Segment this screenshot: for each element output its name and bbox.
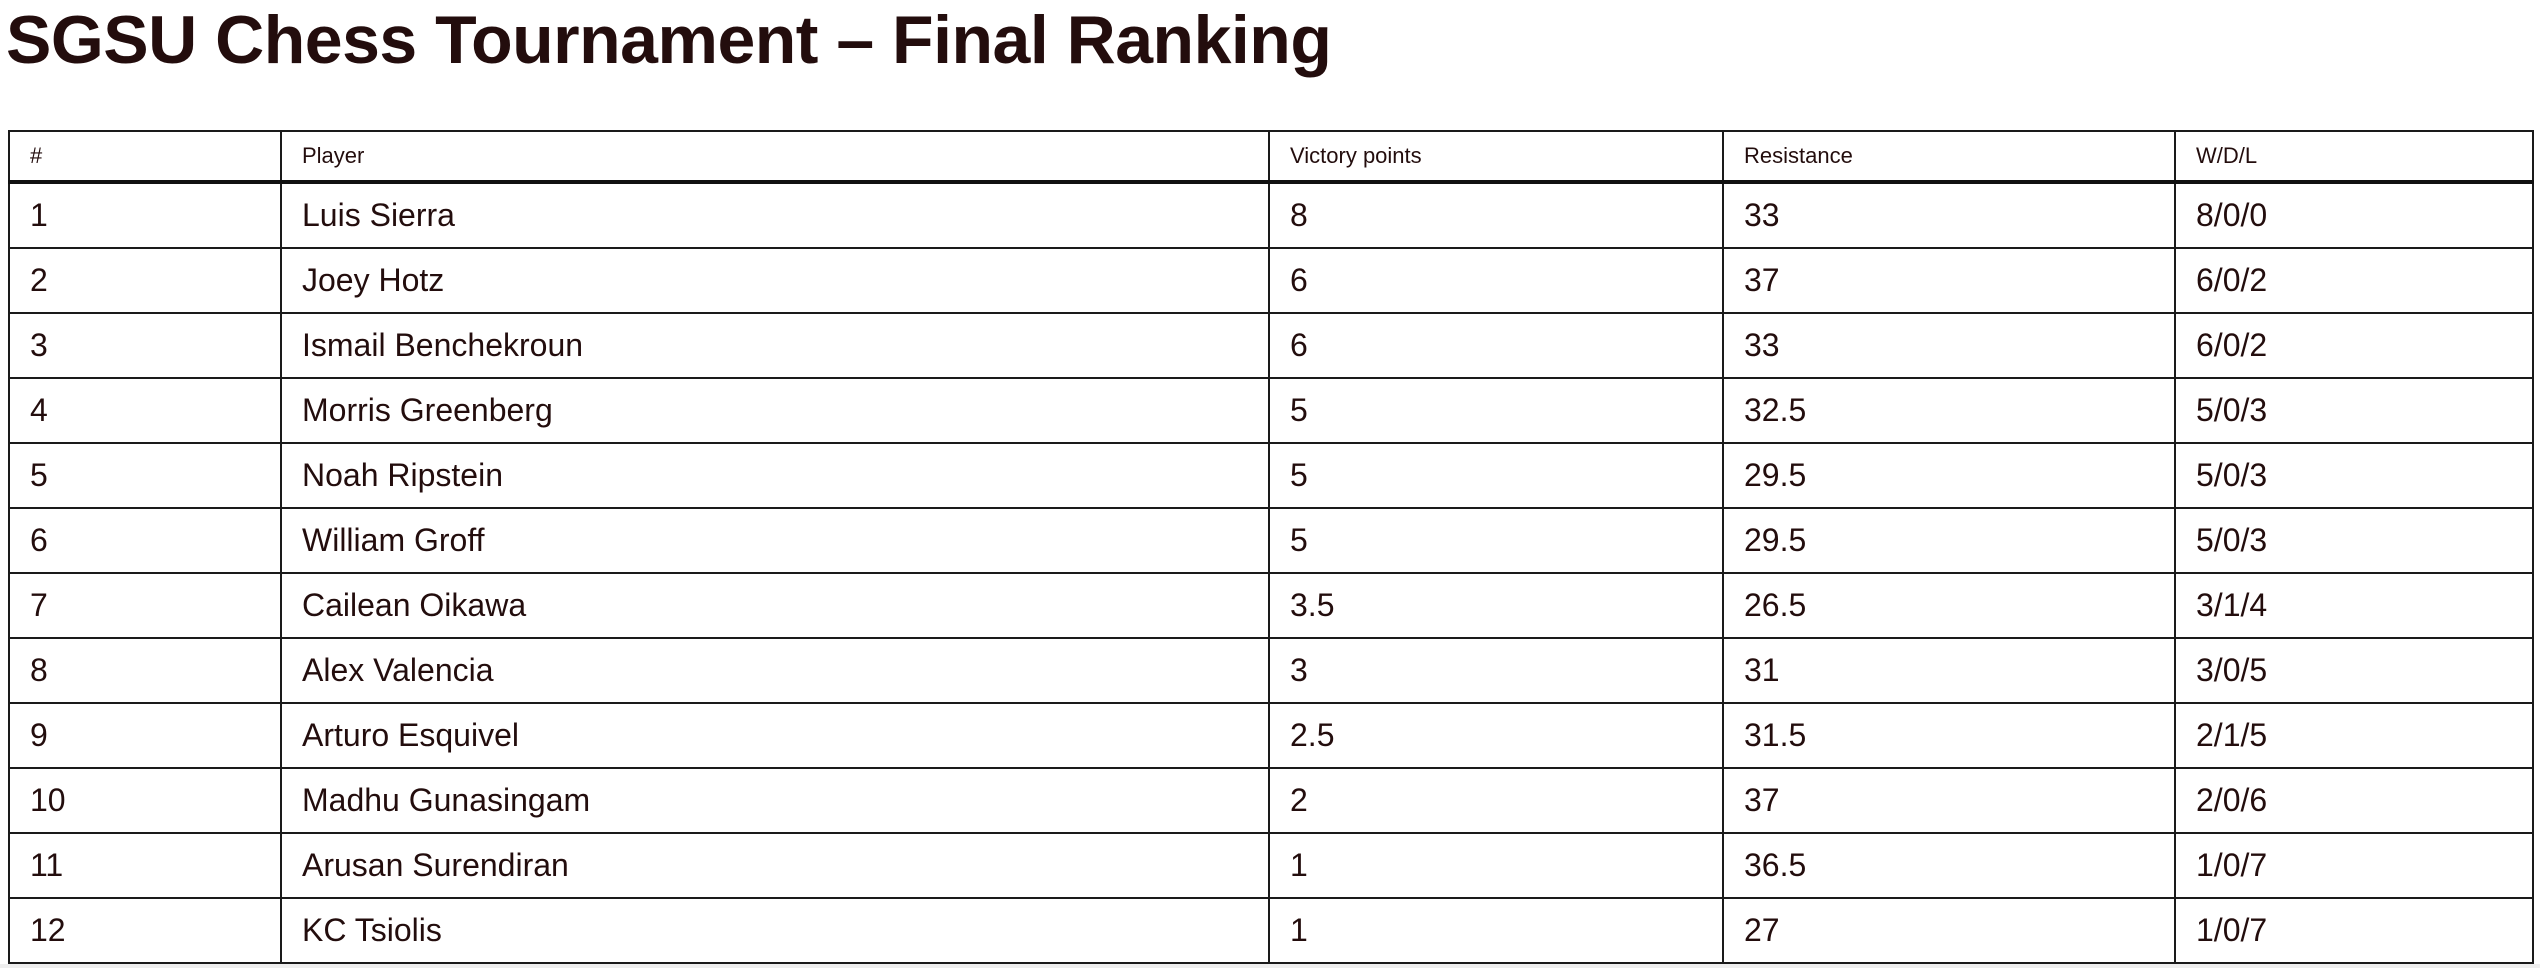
cell-player: Alex Valencia (280, 637, 1270, 704)
cell-rank: 9 (8, 702, 282, 769)
cell-player: KC Tsiolis (280, 897, 1270, 964)
cell-wdl: 3/1/4 (2174, 572, 2534, 639)
cell-rank: 4 (8, 377, 282, 444)
table-row: 11 Arusan Surendiran 1 36.5 1/0/7 (8, 832, 2534, 899)
cell-victory-points: 2.5 (1268, 702, 1724, 769)
table-row: 2 Joey Hotz 6 37 6/0/2 (8, 247, 2534, 314)
cell-wdl: 3/0/5 (2174, 637, 2534, 704)
cell-player: Arturo Esquivel (280, 702, 1270, 769)
cell-victory-points: 6 (1268, 312, 1724, 379)
cell-rank: 8 (8, 637, 282, 704)
cell-rank: 6 (8, 507, 282, 574)
cell-player: Joey Hotz (280, 247, 1270, 314)
cell-victory-points: 2 (1268, 767, 1724, 834)
cell-resistance: 29.5 (1722, 442, 2176, 509)
cell-resistance: 37 (1722, 247, 2176, 314)
cell-resistance: 29.5 (1722, 507, 2176, 574)
table-row: 12 KC Tsiolis 1 27 1/0/7 (8, 897, 2534, 964)
cell-wdl: 8/0/0 (2174, 181, 2534, 249)
column-header-wdl: W/D/L (2174, 130, 2534, 184)
table-row: 3 Ismail Benchekroun 6 33 6/0/2 (8, 312, 2534, 379)
table-row: 5 Noah Ripstein 5 29.5 5/0/3 (8, 442, 2534, 509)
table-row: 4 Morris Greenberg 5 32.5 5/0/3 (8, 377, 2534, 444)
cell-wdl: 1/0/7 (2174, 897, 2534, 964)
cell-rank: 2 (8, 247, 282, 314)
cell-wdl: 2/0/6 (2174, 767, 2534, 834)
cell-resistance: 31.5 (1722, 702, 2176, 769)
column-header-player: Player (280, 130, 1270, 184)
cell-resistance: 26.5 (1722, 572, 2176, 639)
cell-resistance: 31 (1722, 637, 2176, 704)
cell-rank: 7 (8, 572, 282, 639)
page-bottom-edge (0, 964, 2540, 968)
cell-player: William Groff (280, 507, 1270, 574)
cell-player: Ismail Benchekroun (280, 312, 1270, 379)
cell-victory-points: 6 (1268, 247, 1724, 314)
cell-victory-points: 3 (1268, 637, 1724, 704)
table-row: 1 Luis Sierra 8 33 8/0/0 (8, 181, 2534, 249)
cell-resistance: 27 (1722, 897, 2176, 964)
column-header-resistance: Resistance (1722, 130, 2176, 184)
cell-resistance: 33 (1722, 312, 2176, 379)
column-header-victory-points: Victory points (1268, 130, 1724, 184)
cell-resistance: 37 (1722, 767, 2176, 834)
page-title: SGSU Chess Tournament – Final Ranking (6, 2, 1332, 78)
cell-victory-points: 5 (1268, 507, 1724, 574)
cell-player: Cailean Oikawa (280, 572, 1270, 639)
cell-victory-points: 1 (1268, 897, 1724, 964)
cell-player: Noah Ripstein (280, 442, 1270, 509)
cell-wdl: 5/0/3 (2174, 377, 2534, 444)
cell-victory-points: 5 (1268, 442, 1724, 509)
cell-victory-points: 8 (1268, 181, 1724, 249)
cell-player: Arusan Surendiran (280, 832, 1270, 899)
table-row: 7 Cailean Oikawa 3.5 26.5 3/1/4 (8, 572, 2534, 639)
cell-rank: 12 (8, 897, 282, 964)
cell-rank: 11 (8, 832, 282, 899)
column-header-rank: # (8, 130, 282, 184)
cell-wdl: 2/1/5 (2174, 702, 2534, 769)
cell-player: Madhu Gunasingam (280, 767, 1270, 834)
table-row: 9 Arturo Esquivel 2.5 31.5 2/1/5 (8, 702, 2534, 769)
cell-resistance: 36.5 (1722, 832, 2176, 899)
table-row: 8 Alex Valencia 3 31 3/0/5 (8, 637, 2534, 704)
cell-resistance: 33 (1722, 181, 2176, 249)
cell-victory-points: 1 (1268, 832, 1724, 899)
cell-rank: 3 (8, 312, 282, 379)
cell-wdl: 6/0/2 (2174, 312, 2534, 379)
cell-rank: 10 (8, 767, 282, 834)
cell-rank: 5 (8, 442, 282, 509)
table-row: 6 William Groff 5 29.5 5/0/3 (8, 507, 2534, 574)
table-header-row: # Player Victory points Resistance W/D/L (8, 130, 2534, 184)
cell-wdl: 1/0/7 (2174, 832, 2534, 899)
cell-victory-points: 3.5 (1268, 572, 1724, 639)
cell-player: Luis Sierra (280, 181, 1270, 249)
cell-player: Morris Greenberg (280, 377, 1270, 444)
cell-wdl: 6/0/2 (2174, 247, 2534, 314)
cell-rank: 1 (8, 181, 282, 249)
cell-wdl: 5/0/3 (2174, 442, 2534, 509)
table-row: 10 Madhu Gunasingam 2 37 2/0/6 (8, 767, 2534, 834)
cell-wdl: 5/0/3 (2174, 507, 2534, 574)
cell-resistance: 32.5 (1722, 377, 2176, 444)
cell-victory-points: 5 (1268, 377, 1724, 444)
ranking-table: # Player Victory points Resistance W/D/L 1 Lu… (8, 130, 2534, 964)
